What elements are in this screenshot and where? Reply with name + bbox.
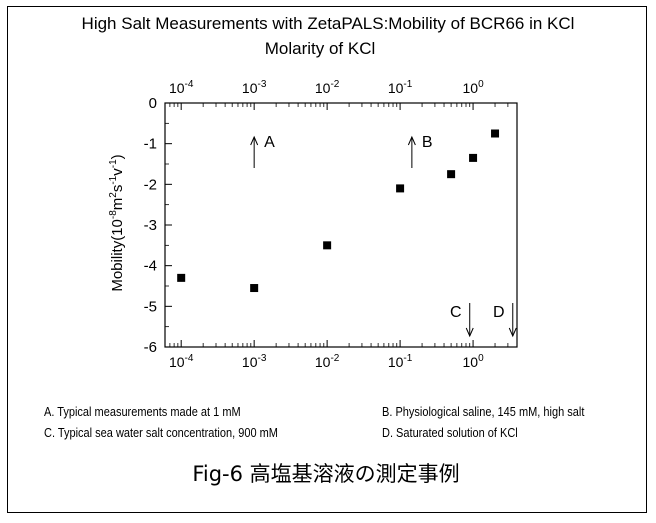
y-tick-label: -1 bbox=[144, 136, 157, 153]
annotation-arrowhead-d bbox=[508, 327, 517, 338]
annotation-label-b: B bbox=[422, 134, 433, 151]
annotation-label-d: D bbox=[493, 304, 505, 321]
figure-caption: Fig-6 高塩基溶液の測定事例 bbox=[192, 462, 460, 486]
data-point bbox=[396, 184, 405, 193]
annotation-label-c: C bbox=[450, 304, 462, 321]
x-tick-label-bottom: 10-2 bbox=[315, 353, 340, 370]
data-point bbox=[323, 241, 332, 250]
annotation-arrowhead-c bbox=[465, 327, 474, 338]
y-tick-label: -2 bbox=[144, 176, 157, 193]
x-tick-label-bottom: 10-1 bbox=[388, 353, 413, 370]
x-tick-label-top: 10-1 bbox=[388, 79, 413, 96]
x-tick-label-bottom: 100 bbox=[462, 353, 484, 370]
x-tick-label-bottom: 10-4 bbox=[169, 353, 194, 370]
y-axis-label: Mobility(10-8m2s-1v-1) bbox=[108, 154, 126, 291]
y-tick-label: -6 bbox=[144, 339, 157, 356]
figure-frame bbox=[7, 6, 647, 513]
note-c: C. Typical sea water salt concentration,… bbox=[44, 426, 278, 440]
data-point bbox=[177, 273, 186, 282]
y-tick-label: -3 bbox=[144, 217, 157, 234]
y-tick-label: 0 bbox=[149, 95, 157, 112]
chart-title: High Salt Measurements with ZetaPALS:Mob… bbox=[81, 14, 575, 33]
note-a: A. Typical measurements made at 1 mM bbox=[44, 405, 241, 419]
x-tick-label-top: 10-4 bbox=[169, 79, 194, 96]
y-tick-label: -5 bbox=[144, 298, 157, 315]
data-point bbox=[447, 170, 456, 179]
top-axis-label: Molarity of KCl bbox=[264, 39, 376, 58]
note-b: B. Physiological saline, 145 mM, high sa… bbox=[382, 405, 585, 419]
y-tick-label: -4 bbox=[144, 258, 157, 275]
x-tick-label-top: 10-3 bbox=[242, 79, 267, 96]
x-tick-label-top: 10-2 bbox=[315, 79, 340, 96]
data-point bbox=[491, 129, 500, 138]
note-d: D. Saturated solution of KCl bbox=[382, 426, 518, 440]
annotation-arrowhead-a bbox=[250, 135, 259, 146]
x-tick-label-top: 100 bbox=[462, 79, 484, 96]
annotation-arrowhead-b bbox=[407, 135, 416, 146]
x-tick-label-bottom: 10-3 bbox=[242, 353, 267, 370]
plot-area-frame bbox=[164, 102, 518, 348]
data-point bbox=[469, 153, 478, 162]
annotation-label-a: A bbox=[264, 134, 275, 151]
data-point bbox=[250, 284, 259, 293]
